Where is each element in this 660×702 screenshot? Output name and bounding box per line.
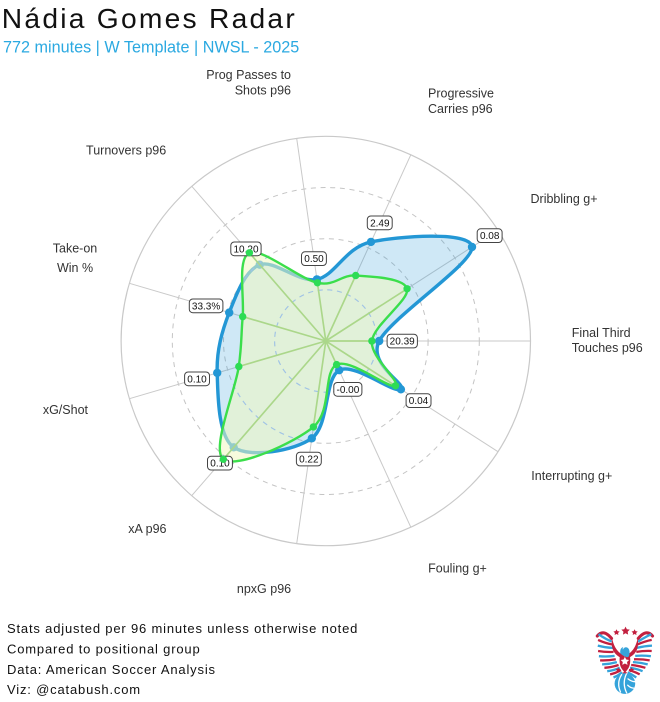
- svg-text:Compared to positional group: Compared to positional group: [7, 641, 201, 656]
- svg-text:Win %: Win %: [57, 261, 93, 275]
- svg-text:0.10: 0.10: [187, 374, 207, 385]
- svg-text:772 minutes | W Template | NWS: 772 minutes | W Template | NWSL - 2025: [3, 39, 299, 57]
- svg-text:xG/Shot: xG/Shot: [43, 403, 89, 417]
- svg-text:Dribbling g+: Dribbling g+: [531, 192, 598, 206]
- svg-text:Turnovers p96: Turnovers p96: [86, 144, 166, 158]
- svg-text:0.08: 0.08: [480, 231, 500, 242]
- svg-text:Touches p96: Touches p96: [572, 341, 643, 355]
- svg-text:Fouling g+: Fouling g+: [428, 562, 487, 576]
- svg-text:Final Third: Final Third: [572, 326, 631, 340]
- svg-text:0.04: 0.04: [409, 396, 429, 407]
- svg-text:Shots p96: Shots p96: [235, 84, 291, 98]
- svg-text:33.3%: 33.3%: [192, 301, 220, 312]
- svg-text:Viz: @catabush.com: Viz: @catabush.com: [7, 682, 141, 697]
- svg-text:2.49: 2.49: [370, 218, 390, 229]
- svg-text:Interrupting g+: Interrupting g+: [531, 469, 612, 483]
- svg-text:Prog Passes to: Prog Passes to: [206, 68, 291, 82]
- svg-text:Carries p96: Carries p96: [428, 102, 493, 116]
- svg-text:10.20: 10.20: [233, 244, 258, 255]
- svg-text:npxG p96: npxG p96: [237, 582, 291, 596]
- svg-text:-0.00: -0.00: [337, 385, 360, 396]
- svg-text:20.39: 20.39: [390, 337, 415, 348]
- svg-text:0.22: 0.22: [299, 455, 319, 466]
- svg-text:xA p96: xA p96: [128, 522, 166, 536]
- svg-text:Stats adjusted per 96 minutes: Stats adjusted per 96 minutes unless oth…: [7, 621, 358, 636]
- svg-text:Nádia Gomes Radar: Nádia Gomes Radar: [2, 2, 297, 34]
- svg-text:Progressive: Progressive: [428, 87, 494, 101]
- svg-text:0.10: 0.10: [210, 459, 230, 470]
- svg-text:0.50: 0.50: [304, 254, 324, 265]
- svg-text:Data: American Soccer Analysis: Data: American Soccer Analysis: [7, 662, 216, 677]
- svg-text:Take-on: Take-on: [53, 242, 98, 256]
